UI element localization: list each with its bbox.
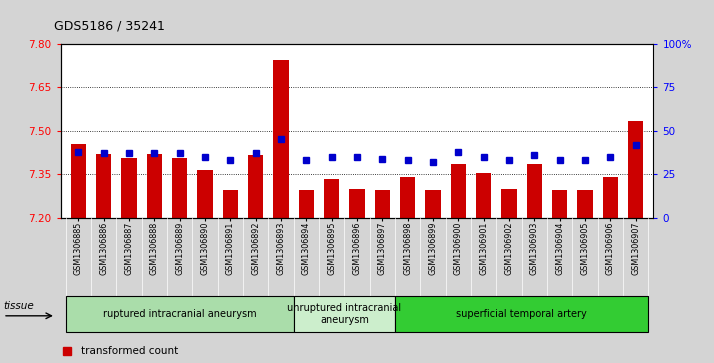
- Bar: [298, 190, 314, 218]
- Bar: [324, 179, 339, 218]
- Text: GDS5186 / 35241: GDS5186 / 35241: [54, 20, 164, 33]
- Text: transformed count: transformed count: [81, 346, 178, 356]
- Bar: [66, 296, 293, 332]
- Bar: [349, 189, 365, 218]
- Bar: [375, 190, 390, 218]
- Bar: [400, 177, 416, 218]
- Text: ruptured intracranial aneurysm: ruptured intracranial aneurysm: [103, 309, 256, 319]
- Bar: [121, 158, 136, 218]
- Bar: [451, 164, 466, 218]
- Bar: [273, 60, 288, 218]
- Text: superficial temporal artery: superficial temporal artery: [456, 309, 587, 319]
- Bar: [172, 158, 187, 218]
- Bar: [96, 154, 111, 218]
- Bar: [395, 296, 648, 332]
- Bar: [71, 144, 86, 218]
- Bar: [223, 190, 238, 218]
- Bar: [476, 173, 491, 218]
- Bar: [293, 296, 395, 332]
- Bar: [147, 154, 162, 218]
- Bar: [603, 177, 618, 218]
- Bar: [552, 190, 567, 218]
- Bar: [578, 190, 593, 218]
- Bar: [628, 121, 643, 218]
- Bar: [501, 189, 516, 218]
- Bar: [248, 155, 263, 218]
- Bar: [527, 164, 542, 218]
- Bar: [426, 190, 441, 218]
- Bar: [198, 170, 213, 218]
- Text: unruptured intracranial
aneurysm: unruptured intracranial aneurysm: [287, 303, 401, 325]
- Text: tissue: tissue: [3, 301, 34, 311]
